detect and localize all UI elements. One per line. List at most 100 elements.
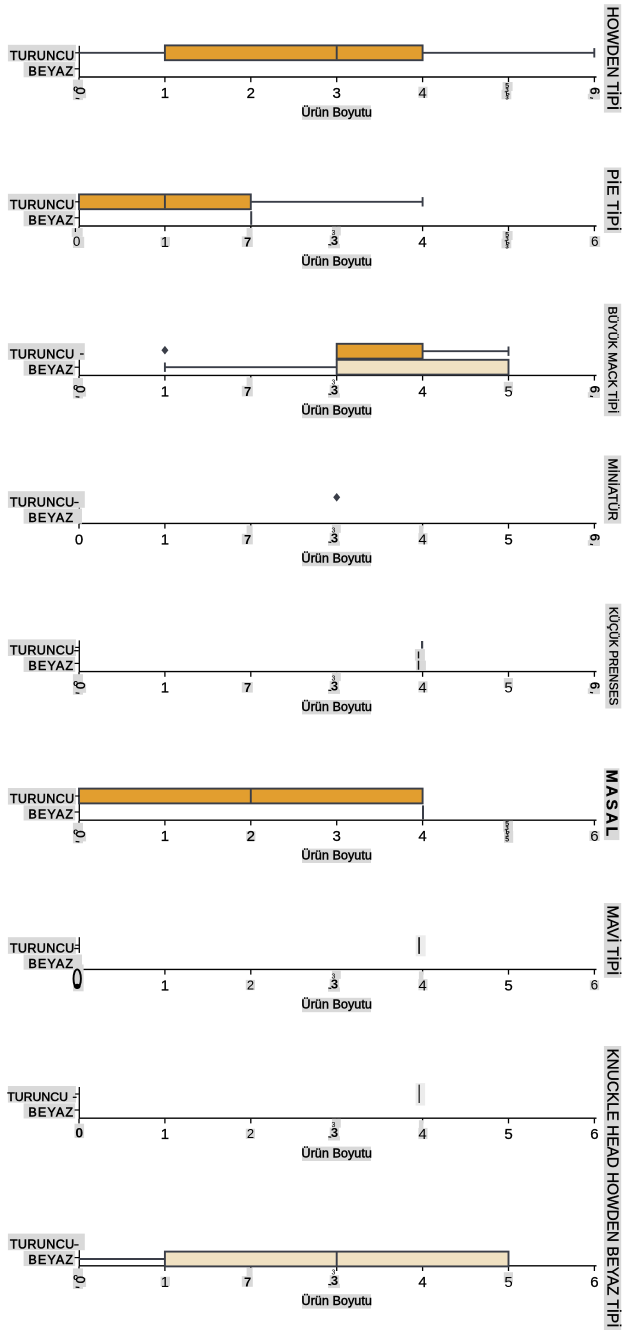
svg-text:0: 0 [73, 682, 88, 689]
svg-text:0: 0 [73, 234, 81, 249]
svg-text:1: 1 [161, 234, 169, 251]
svg-text:5: 5 [504, 531, 512, 548]
svg-text:c: c [73, 382, 78, 392]
svg-text:TURUNCU: TURUNCU [10, 198, 75, 212]
svg-text:4: 4 [418, 1274, 426, 1291]
svg-text:PİE TİPİ: PİE TİPİ [604, 169, 623, 231]
svg-text:Ürün Boyutu: Ürün Boyutu [301, 1147, 372, 1161]
svg-text:TURUNCU: TURUNCU [10, 347, 75, 361]
svg-text:4: 4 [418, 234, 426, 251]
svg-text:3: 3 [333, 85, 341, 102]
svg-text:6: 6 [587, 386, 602, 393]
svg-text:1: 1 [161, 1126, 169, 1143]
svg-text:6: 6 [590, 1126, 598, 1143]
svg-text:TURUNCU: TURUNCU [10, 941, 75, 955]
svg-text:BEYAZ: BEYAZ [28, 957, 74, 971]
svg-text:2: 2 [247, 828, 255, 845]
svg-text:5: 5 [505, 81, 509, 90]
svg-text:0: 0 [73, 386, 88, 393]
svg-text:3: 3 [331, 676, 335, 683]
svg-text:5: 5 [504, 977, 512, 994]
svg-text:6: 6 [587, 682, 602, 689]
svg-text:3: 3 [331, 976, 338, 991]
svg-text:Ürün Boyutu: Ürün Boyutu [301, 998, 372, 1012]
svg-text:7: 7 [244, 532, 251, 547]
svg-text:4: 4 [418, 828, 426, 845]
svg-text:4: 4 [418, 1126, 426, 1143]
svg-text:6: 6 [591, 234, 599, 249]
svg-text:5: 5 [504, 1274, 512, 1291]
svg-text:1: 1 [161, 1274, 169, 1291]
svg-text:1: 1 [161, 531, 169, 548]
svg-text:7: 7 [244, 680, 251, 695]
svg-text:7: 7 [244, 384, 251, 399]
svg-text:Ürün Boyutu: Ürün Boyutu [301, 1294, 372, 1308]
svg-text:c: c [73, 678, 78, 688]
svg-text:3: 3 [331, 1125, 338, 1140]
svg-text:6: 6 [587, 534, 602, 541]
svg-text:0: 0 [73, 830, 88, 837]
svg-text:5: 5 [504, 1126, 512, 1143]
svg-text:6: 6 [591, 978, 599, 993]
svg-text:з: з [505, 85, 509, 94]
svg-text:0: 0 [75, 531, 83, 548]
svg-text:BEYAZ: BEYAZ [28, 659, 74, 673]
svg-text:BEYAZ: BEYAZ [28, 64, 74, 78]
svg-text:3: 3 [331, 382, 338, 397]
svg-text:ъ: ъ [504, 88, 509, 97]
svg-text:BEYAZ: BEYAZ [28, 213, 74, 227]
svg-text:3: 3 [331, 1273, 338, 1288]
svg-text:c: c [73, 1272, 78, 1282]
svg-text:BEYAZ: BEYAZ [28, 1106, 74, 1120]
svg-text:ъ: ъ [504, 827, 509, 836]
svg-text:0: 0 [73, 87, 88, 94]
svg-text:BEYAZ: BEYAZ [28, 1253, 74, 1267]
svg-text:3: 3 [333, 828, 341, 845]
svg-text:3: 3 [331, 233, 338, 248]
svg-text:4: 4 [418, 680, 426, 697]
svg-text:BÜYÜK MACK TİPİ: BÜYÜK MACK TİPİ [606, 306, 620, 413]
svg-text:4: 4 [418, 531, 426, 548]
svg-text:BEYAZ: BEYAZ [28, 363, 74, 377]
svg-text:6: 6 [590, 1274, 598, 1291]
svg-text:MASAL: MASAL [603, 770, 620, 839]
svg-text:7: 7 [244, 235, 251, 250]
svg-text:TURUNCU: TURUNCU [7, 1090, 68, 1104]
svg-text:3: 3 [331, 1122, 335, 1129]
svg-text:5: 5 [504, 680, 512, 697]
svg-text:Ürün Boyutu: Ürün Boyutu [301, 700, 372, 714]
svg-text:KNUCKLE HEAD HOWDEN BEYAZ TİPİ: KNUCKLE HEAD HOWDEN BEYAZ TİPİ [604, 1048, 622, 1327]
svg-text:з: з [505, 823, 509, 832]
svg-text:Ürün Boyutu: Ürün Boyutu [301, 404, 372, 418]
svg-text:Ürün Boyutu: Ürün Boyutu [301, 254, 372, 268]
svg-text:3: 3 [331, 973, 335, 980]
svg-text:5: 5 [505, 230, 509, 239]
svg-text:TURUNCU: TURUNCU [10, 792, 75, 806]
svg-text:TURUNCU: TURUNCU [10, 49, 75, 63]
svg-text:BEYAZ: BEYAZ [28, 511, 74, 525]
svg-text:TURUNCU: TURUNCU [10, 495, 75, 509]
svg-text:2: 2 [247, 1126, 254, 1141]
svg-text:c: c [73, 827, 78, 837]
svg-text:з: з [505, 830, 509, 839]
svg-text:KÜÇÜK PRENSES: KÜÇÜK PRENSES [607, 607, 619, 706]
svg-text:TURUNCU: TURUNCU [10, 1238, 75, 1252]
svg-text:з: з [505, 234, 509, 243]
svg-text:4: 4 [418, 85, 426, 102]
svg-text:1: 1 [161, 680, 169, 697]
svg-text:Ürün Boyutu: Ürün Boyutu [301, 105, 372, 119]
svg-text:1: 1 [161, 85, 169, 102]
svg-text:2: 2 [247, 977, 254, 992]
svg-text:5: 5 [505, 819, 509, 828]
svg-text:5: 5 [504, 383, 512, 400]
svg-text:3: 3 [331, 527, 335, 534]
svg-text:0: 0 [73, 1276, 88, 1283]
svg-text:HOWDEN TİPİ: HOWDEN TİPİ [604, 7, 623, 111]
svg-text:0: 0 [75, 1125, 83, 1141]
svg-text:1: 1 [161, 977, 169, 994]
svg-text:ъ: ъ [504, 237, 509, 246]
svg-text:5: 5 [505, 834, 509, 843]
svg-text:6: 6 [590, 828, 598, 845]
svg-text:2: 2 [247, 85, 255, 102]
svg-text:з: з [505, 92, 509, 101]
